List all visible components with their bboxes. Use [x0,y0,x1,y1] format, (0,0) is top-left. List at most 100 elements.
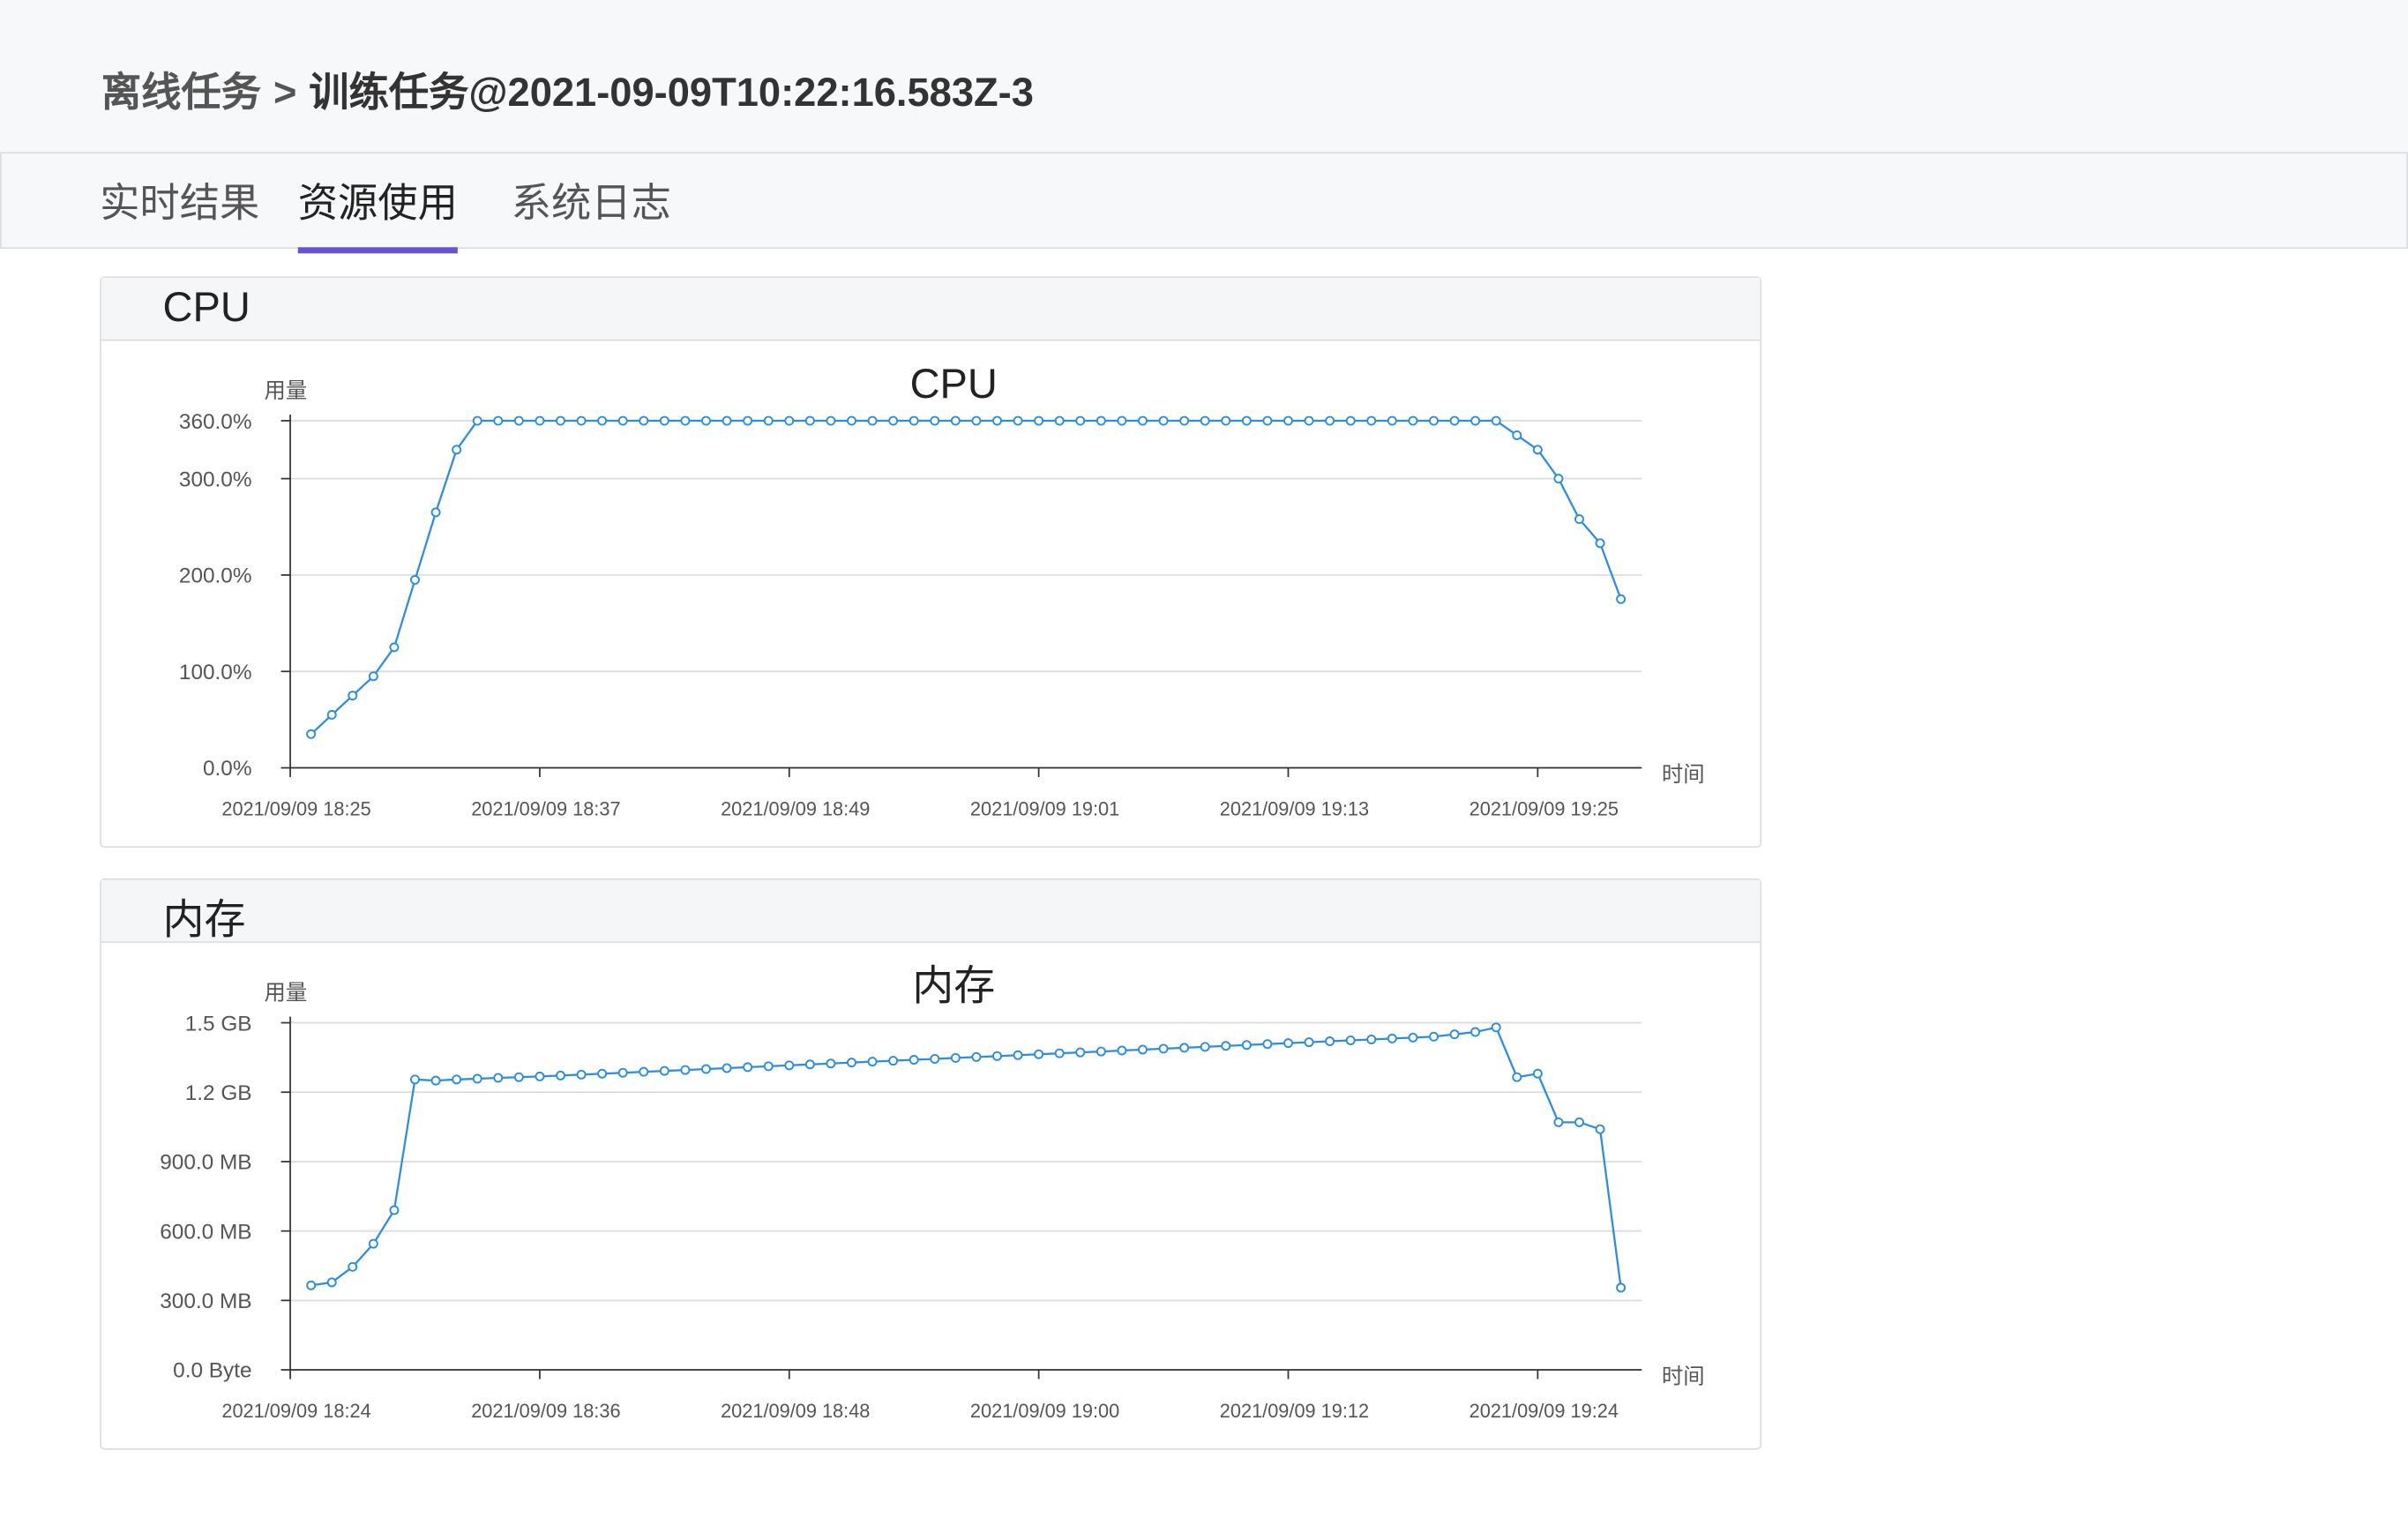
x-tick-label: 2021/09/09 18:24 [221,1400,370,1422]
data-point [1096,415,1106,426]
data-point [639,1066,649,1077]
x-axis-label: 时间 [1662,1365,1705,1389]
tab[interactable]: 实时结果 [100,179,260,226]
panel: CPU CPU 用量 时间 0.0% 100.0% 200.0% 300.0% 360.0% 2… [100,276,1762,849]
data-point [1574,514,1584,525]
data-point [472,1073,482,1084]
panel-title: 内存 [162,896,246,944]
data-point [556,1070,565,1081]
breadcrumb-link[interactable]: 离线任务 [101,69,262,116]
data-point [930,1053,940,1064]
data-point [348,1261,358,1272]
data-point [513,415,524,426]
data-point [1117,1045,1127,1056]
data-point [1283,1038,1293,1049]
data-point [743,415,753,426]
data-point [1138,415,1148,426]
data-point [992,1051,1002,1061]
y-tick-label: 300.0 MB [160,1290,251,1313]
data-point [493,415,504,426]
data-point [847,1058,856,1068]
data-point [1595,538,1605,549]
chart-title: CPU [910,360,998,407]
data-point [1241,415,1252,426]
y-tick-label: 900.0 MB [160,1151,251,1175]
data-point [950,1052,961,1063]
data-point [576,1069,587,1080]
data-point [617,1067,628,1078]
data-point [617,415,628,426]
data-point [930,415,940,426]
data-point [1054,415,1065,426]
data-point [1096,1046,1106,1057]
data-point [992,415,1002,426]
data-point [722,1063,732,1073]
data-point [1013,1050,1023,1060]
data-point [763,415,774,426]
data-point [1325,1036,1335,1047]
data-point [1325,415,1335,426]
data-point [1138,1044,1148,1055]
tab[interactable]: 系统日志 [511,179,671,226]
data-point [1553,1117,1564,1127]
data-point [1262,415,1273,426]
data-point [888,415,899,426]
x-tick-label: 2021/09/09 18:25 [221,798,370,820]
data-point [1200,415,1210,426]
data-point [513,1072,524,1082]
x-tick-label: 2021/09/09 18:37 [471,798,620,820]
data-point [1345,1036,1356,1045]
data-point [430,507,441,518]
data-point [701,415,711,426]
data-point [971,415,982,426]
tab[interactable]: 资源使用 [297,172,458,254]
data-point [348,691,358,701]
data-point [306,1280,317,1290]
data-point [1034,1049,1044,1059]
data-point [1491,415,1501,426]
data-point [597,1068,608,1079]
data-point [1366,1034,1377,1044]
data-point [701,1064,711,1074]
data-point [1387,415,1397,426]
y-tick-label: 200.0% [179,565,252,588]
panel-header: CPU [101,278,1761,341]
data-point [1158,415,1169,426]
data-point [1449,415,1460,426]
data-point [763,1061,774,1072]
y-tick-label: 300.0% [179,467,252,491]
data-point [1491,1022,1501,1033]
x-tick-label: 2021/09/09 18:49 [721,798,870,820]
data-point [1179,415,1190,426]
data-point [1241,1040,1252,1051]
data-point [1574,1117,1584,1127]
data-point [1054,1048,1065,1058]
data-point [1117,415,1127,426]
data-point [535,415,545,426]
page-header: 离线任务 > 训练任务@2021-09-09T10:22:16.583Z-3 [0,0,2408,153]
data-point [867,415,878,426]
data-point [1075,415,1086,426]
data-point [410,574,420,585]
data-point [452,1074,462,1085]
y-axis-label: 用量 [264,981,307,1005]
data-point [1512,430,1522,440]
data-point [1553,474,1564,484]
data-point [556,415,565,426]
data-point [576,415,587,426]
data-point [1221,1041,1231,1051]
data-point [680,415,691,426]
data-point [1449,1029,1460,1040]
y-tick-label: 360.0% [179,410,252,434]
data-point [472,415,482,426]
y-axis-label: 用量 [264,379,307,403]
data-point [1075,1047,1086,1058]
data-point [1366,415,1377,426]
data-point [909,1055,919,1066]
x-axis-label: 时间 [1662,763,1705,787]
data-point [804,1059,815,1070]
data-point [971,1051,982,1062]
data-point [430,1075,441,1086]
